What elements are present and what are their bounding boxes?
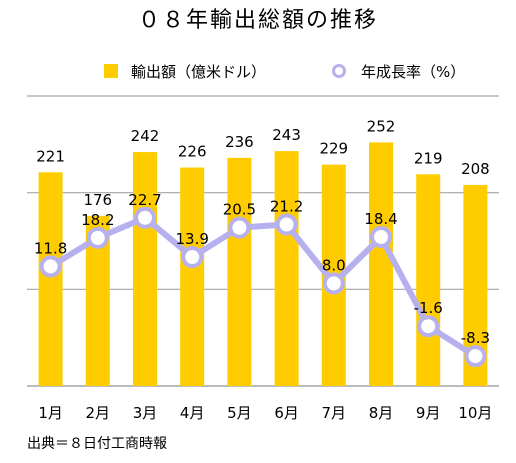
x-tick-label: 9月 (416, 404, 441, 422)
bar-value-label: 243 (272, 126, 301, 144)
bar (38, 172, 63, 386)
x-tick-label: 3月 (133, 404, 158, 422)
x-axis-ticks: 1月 2月 3月 4月 5月 6月 7月 8月 9月 10月 (38, 404, 492, 422)
bar-value-label: 229 (319, 140, 348, 158)
chart-title: ０８年輸出総額の推移 (138, 8, 378, 33)
x-tick-label: 8月 (369, 404, 394, 422)
growth-point (370, 225, 392, 248)
bar-value-label: 242 (131, 127, 160, 145)
x-tick-label: 10月 (458, 404, 492, 422)
bar (180, 167, 205, 386)
x-tick-label: 7月 (322, 404, 347, 422)
line-value-label: 13.9 (175, 230, 208, 248)
legend-line-marker (332, 64, 346, 78)
line-value-labels: 11.8 18.2 22.7 13.9 20.5 21.2 8.0 18.4 -1.6 -8.3 (34, 191, 490, 347)
growth-point (39, 255, 62, 278)
bar-value-labels: 221 176 242 226 236 243 229 252 219 208 (36, 117, 489, 208)
growth-point (86, 226, 109, 249)
growth-point (228, 216, 251, 239)
x-tick-label: 4月 (180, 404, 205, 422)
line-value-label: 8.0 (322, 256, 346, 274)
growth-point (181, 246, 204, 269)
bar-value-label: 226 (178, 143, 207, 161)
bar-value-label: 236 (225, 133, 254, 151)
x-tick-label: 2月 (86, 404, 111, 422)
bar (274, 151, 299, 386)
line-value-label: 21.2 (270, 197, 303, 215)
source-note: 出典＝８日付工商時報 (27, 436, 167, 452)
bar-value-label: 221 (36, 147, 65, 165)
bar-value-label: 252 (367, 117, 396, 135)
growth-line (47, 214, 479, 360)
line-value-label: -8.3 (461, 329, 490, 347)
line-value-label: 11.8 (34, 239, 67, 257)
line-value-label: 22.7 (128, 191, 161, 209)
line-value-label: 18.4 (364, 210, 397, 228)
growth-point (464, 345, 487, 368)
legend-line-label: 年成長率（%） (361, 63, 465, 81)
legend-bar-label: 輸出額（億米ドル） (131, 63, 266, 81)
growth-point (275, 213, 298, 236)
line-value-label: -1.6 (414, 299, 443, 317)
line-value-label: 20.5 (223, 201, 256, 219)
growth-point (322, 272, 345, 295)
bar-value-label: 219 (414, 149, 443, 167)
bar (133, 152, 157, 386)
legend-bar-swatch (104, 64, 118, 78)
x-tick-label: 1月 (38, 404, 63, 422)
growth-point (134, 206, 156, 229)
growth-point (417, 315, 440, 338)
x-tick-label: 6月 (274, 404, 299, 422)
bar (369, 142, 393, 386)
legend: 輸出額（億米ドル） 年成長率（%） (104, 63, 465, 81)
x-tick-label: 5月 (227, 404, 252, 422)
bar-value-label: 208 (461, 160, 490, 178)
bar (416, 174, 441, 386)
line-value-label: 18.2 (81, 211, 114, 229)
bar-value-label: 176 (83, 191, 112, 209)
bar (227, 157, 252, 386)
growth-line-series (39, 206, 487, 368)
bar-series (38, 142, 488, 386)
